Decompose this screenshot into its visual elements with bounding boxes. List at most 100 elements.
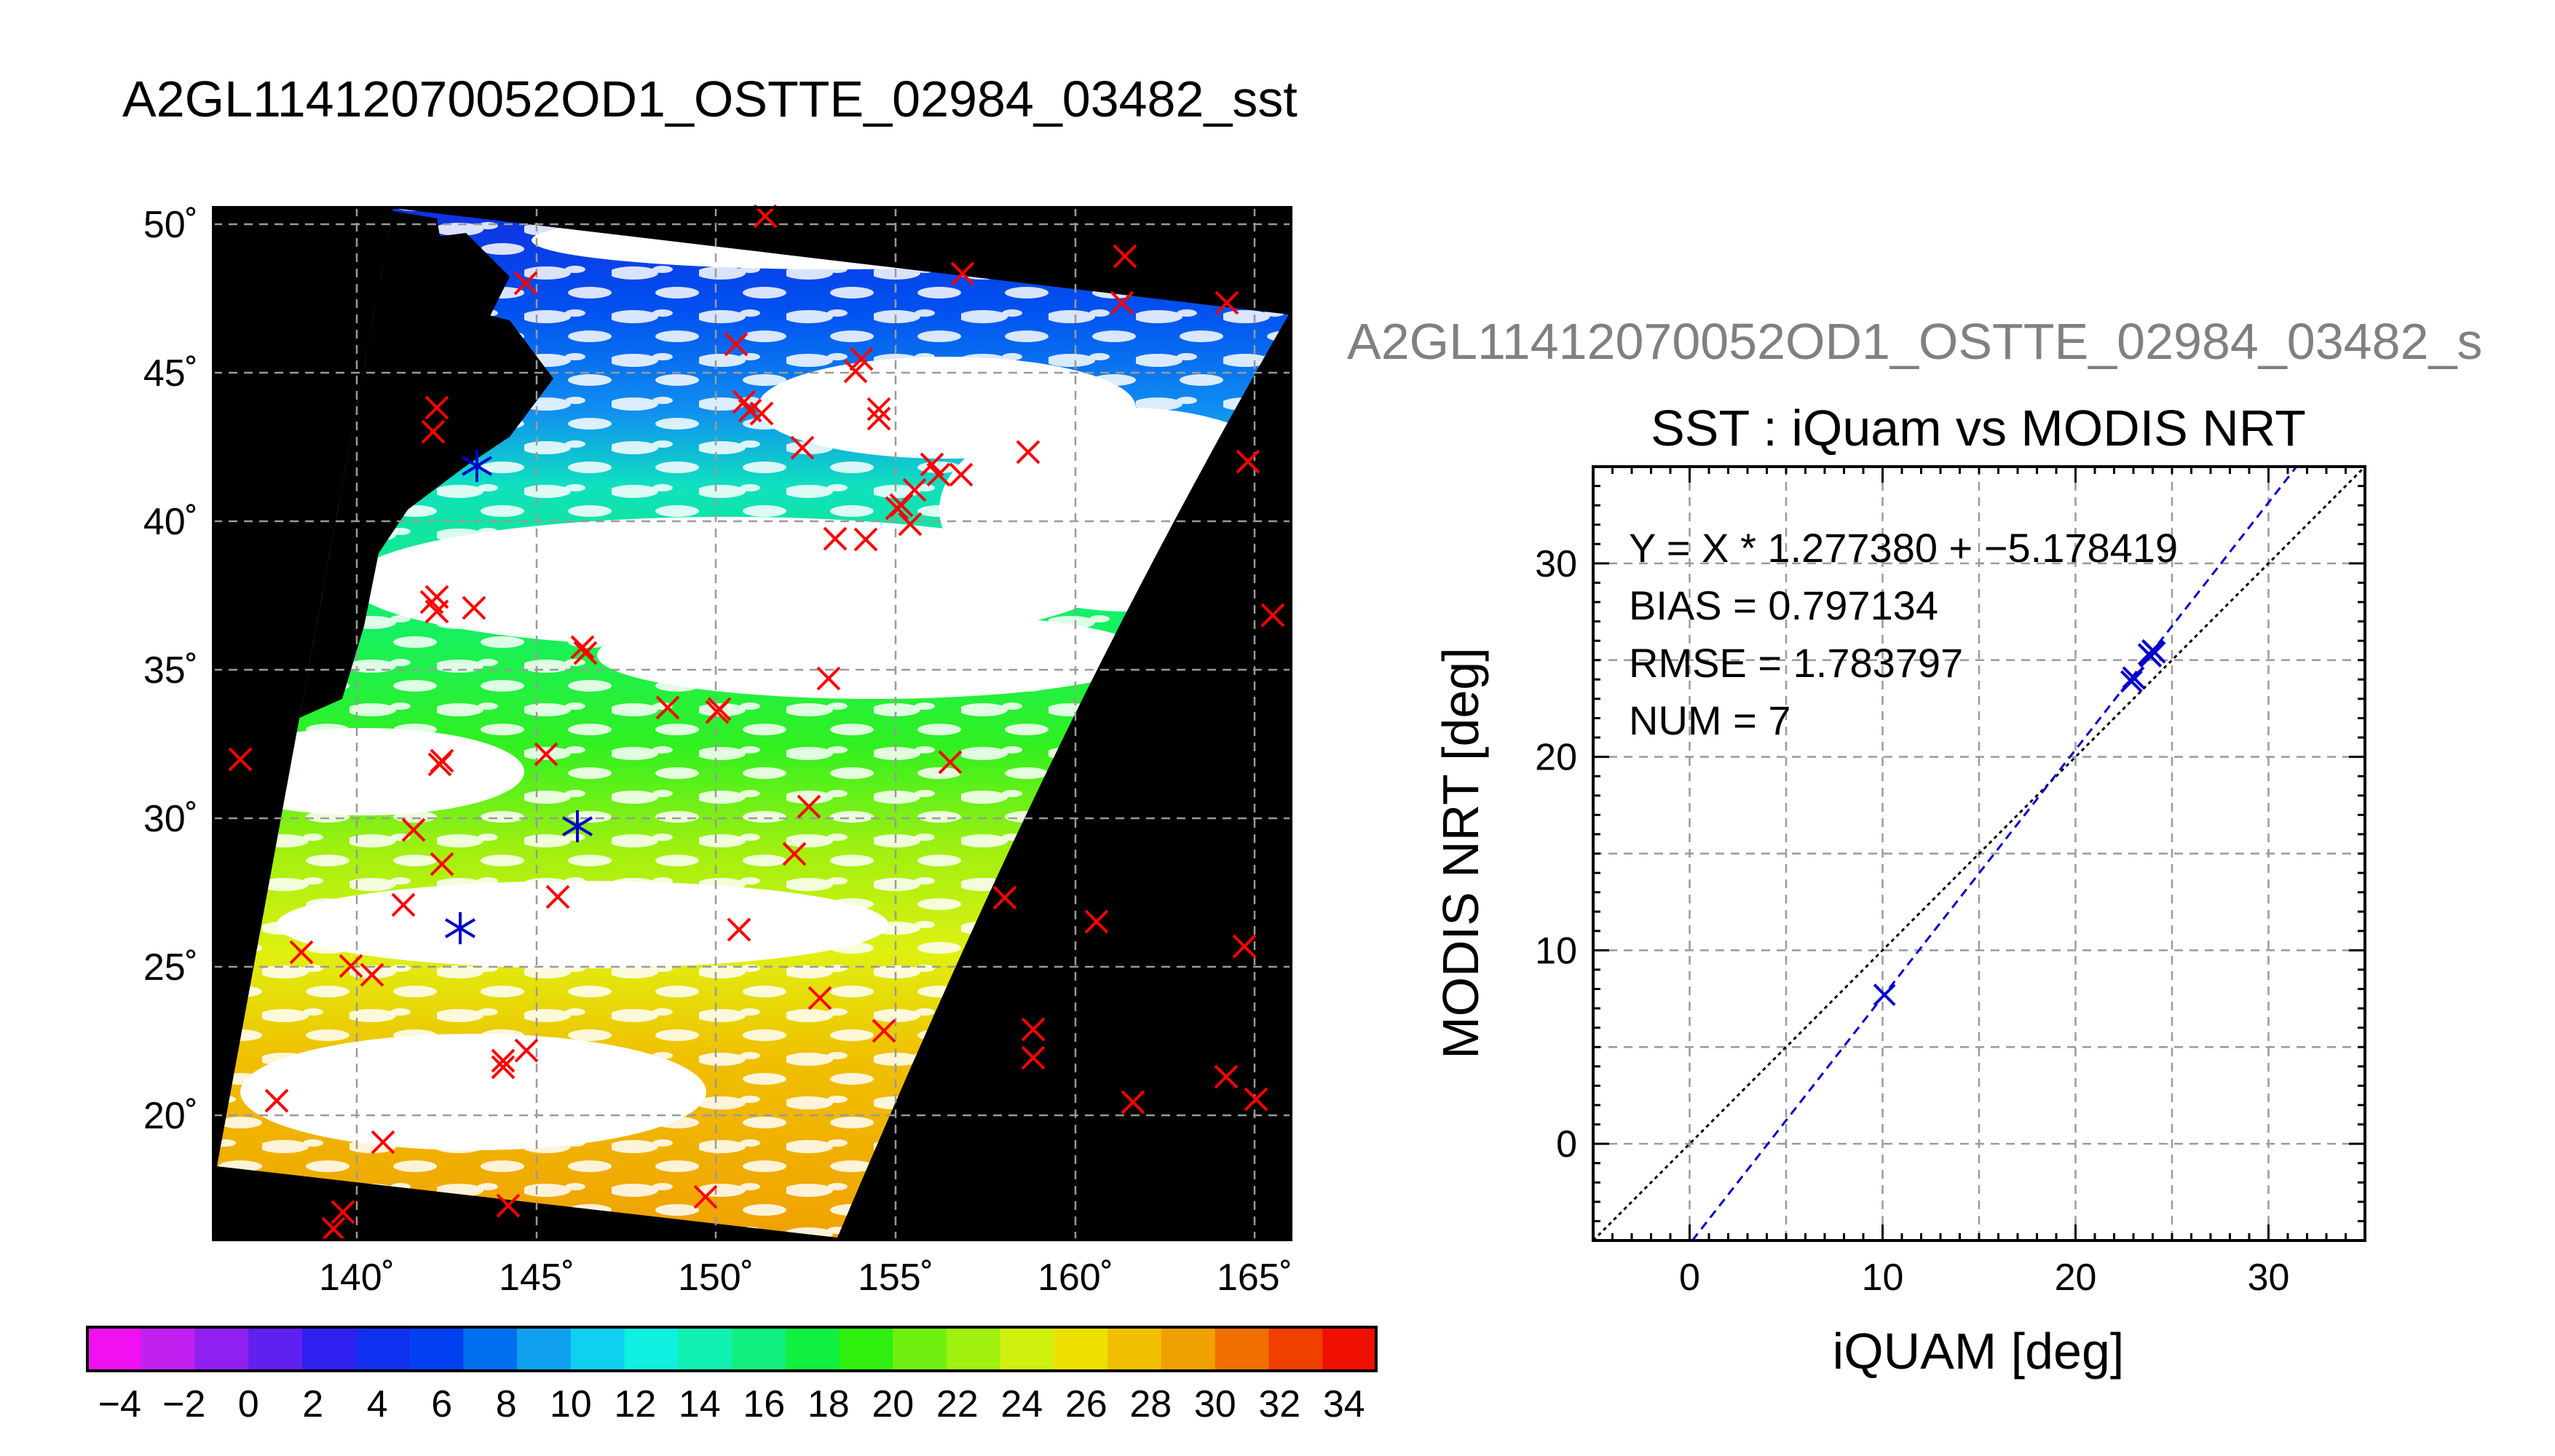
map-marker (419, 590, 444, 614)
x-tick-label: 10 (1862, 1257, 1904, 1299)
map-marker (1244, 1087, 1268, 1112)
colorbar-cell (355, 1327, 410, 1371)
map-marker (849, 347, 874, 371)
bias-label: BIAS = 0.797134 (1629, 582, 1938, 628)
map-marker (872, 1018, 896, 1043)
lat-tick-label: 25˚ (143, 946, 198, 989)
map-marker (1021, 1045, 1046, 1070)
map-marker (693, 1184, 718, 1209)
colorbar-cell (1268, 1327, 1323, 1371)
fit-equation: Y = X * 1.277380 + −5.178419 (1629, 525, 2178, 571)
map-marker (264, 1088, 289, 1113)
map-marker (1113, 244, 1137, 269)
chart-title: SST : iQuam vs MODIS NRT (1651, 400, 2306, 456)
map-marker (1260, 603, 1285, 628)
colorbar-cell (570, 1327, 625, 1371)
map-marker (816, 666, 841, 691)
lat-tick-label: 50˚ (143, 204, 198, 246)
colorbar-tick-label: 10 (550, 1383, 592, 1425)
y-tick-label: 0 (1556, 1123, 1577, 1166)
map-marker (926, 462, 951, 487)
num-label: NUM = 7 (1629, 697, 1791, 743)
map-marker (1215, 290, 1239, 315)
map-marker (898, 512, 923, 537)
colorbar-frame (86, 1326, 1378, 1372)
map-marker (823, 526, 848, 551)
colorbar-cell (1107, 1327, 1162, 1371)
lon-tick-label: 165˚ (1217, 1257, 1292, 1299)
map-marker (514, 1038, 539, 1063)
map-marker (321, 1216, 346, 1241)
colorbar-cell (947, 1327, 1001, 1371)
colorbar-cell (893, 1327, 947, 1371)
lon-tick-label: 155˚ (858, 1257, 933, 1299)
map-marker (360, 962, 384, 987)
colorbar: −4 −2 0 2 4 6 8 10 12 14 16 18 20 22 24 26 28 30 32 34 (86, 1326, 1378, 1425)
colorbar-tick-label: 18 (807, 1383, 850, 1425)
identity-line (1592, 465, 2366, 1242)
lat-tick-label: 45˚ (143, 352, 198, 395)
map-frame (212, 206, 1292, 1241)
map-matched-marker (561, 810, 593, 842)
colorbar-cell (517, 1327, 572, 1371)
x-tick-label: 30 (2248, 1257, 2290, 1299)
map-marker (807, 986, 832, 1010)
lat-tick-label: 35˚ (143, 649, 198, 692)
x-tick-label: 0 (1679, 1257, 1700, 1299)
colorbar-cell (87, 1327, 142, 1371)
colorbar-cell (463, 1327, 518, 1371)
colorbar-cell (839, 1327, 893, 1371)
map-marker (797, 794, 821, 819)
map-marker (705, 700, 730, 724)
map-matched-marker (461, 450, 493, 482)
map-marker (289, 940, 314, 965)
map-marker (950, 261, 975, 286)
lon-tick-label: 150˚ (678, 1257, 754, 1299)
lat-tick-label: 20˚ (143, 1095, 198, 1137)
map-marker (938, 750, 963, 775)
map-marker (430, 852, 454, 877)
colorbar-tick-label: 14 (679, 1383, 721, 1425)
colorbar-tick-label: 22 (936, 1383, 979, 1425)
colorbar-cell (1161, 1327, 1216, 1371)
map-marker (421, 419, 446, 444)
map-marker (866, 397, 891, 422)
colorbar-tick-label: 12 (614, 1383, 656, 1425)
colorbar-tick-label: 32 (1258, 1383, 1300, 1425)
map-marker (949, 462, 974, 487)
sst-map: 50˚ 45˚ 40˚ 35˚ 30˚ 25˚ 20˚ 140˚ 145˚ 15… (143, 204, 1292, 1299)
map-marker (331, 1200, 355, 1224)
map-marker (1236, 449, 1260, 474)
colorbar-cell (1322, 1327, 1377, 1371)
map-marker (496, 1193, 521, 1218)
y-axis-label: MODIS NRT [deg] (1432, 647, 1489, 1059)
map-marker (570, 635, 595, 660)
map-marker (371, 1130, 395, 1155)
map-marker (1214, 1064, 1239, 1089)
lat-tick-label: 40˚ (143, 501, 198, 543)
map-marker (1110, 290, 1134, 315)
map-matched-marker (444, 912, 476, 944)
colorbar-tick-label: −4 (98, 1383, 141, 1425)
colorbar-cell (1215, 1327, 1269, 1371)
map-marker (424, 395, 449, 420)
map-marker (491, 1055, 516, 1080)
map-marker (228, 747, 253, 772)
colorbar-cell (248, 1327, 303, 1371)
colorbar-tick-label: 34 (1323, 1383, 1365, 1425)
colorbar-cell (678, 1327, 732, 1371)
colorbar-tick-label: 28 (1129, 1383, 1172, 1425)
iquam-markers (228, 204, 1285, 1241)
data-point (2143, 641, 2166, 664)
colorbar-tick-label: 4 (367, 1383, 388, 1425)
colorbar-cell (785, 1327, 840, 1371)
lon-tick-label: 140˚ (319, 1257, 395, 1299)
y-tick-label: 10 (1535, 930, 1577, 972)
map-marker (462, 596, 486, 620)
map-marker (843, 359, 868, 384)
colorbar-tick-label: −2 (162, 1383, 205, 1425)
data-point (1873, 984, 1896, 1006)
map-marker (902, 478, 927, 502)
map-marker (1232, 934, 1257, 959)
